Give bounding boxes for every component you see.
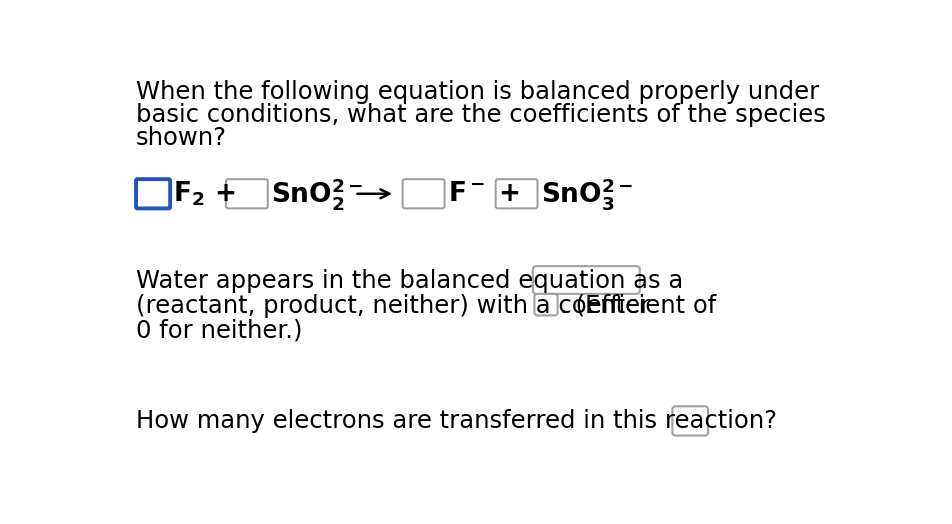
- Text: When the following equation is balanced properly under: When the following equation is balanced …: [136, 80, 820, 104]
- FancyBboxPatch shape: [534, 294, 558, 315]
- FancyBboxPatch shape: [672, 406, 708, 435]
- Text: (reactant, product, neither) with a coefficient of: (reactant, product, neither) with a coef…: [136, 294, 716, 318]
- Text: $\mathbf{F^-}$ +: $\mathbf{F^-}$ +: [447, 181, 520, 207]
- Text: $\mathbf{SnO_3^{2-}}$: $\mathbf{SnO_3^{2-}}$: [541, 176, 633, 212]
- Text: $\mathbf{SnO_2^{2-}}$: $\mathbf{SnO_2^{2-}}$: [271, 176, 364, 212]
- FancyBboxPatch shape: [496, 179, 538, 209]
- FancyBboxPatch shape: [533, 266, 640, 294]
- FancyBboxPatch shape: [226, 179, 268, 209]
- Text: Water appears in the balanced equation as a: Water appears in the balanced equation a…: [136, 269, 684, 293]
- Text: How many electrons are transferred in this reaction?: How many electrons are transferred in th…: [136, 409, 777, 433]
- FancyBboxPatch shape: [136, 179, 170, 209]
- Text: $\mathbf{F_2}$ +: $\mathbf{F_2}$ +: [173, 180, 235, 208]
- Text: 0 for neither.): 0 for neither.): [136, 319, 303, 343]
- FancyBboxPatch shape: [403, 179, 445, 209]
- Text: basic conditions, what are the coefficients of the species: basic conditions, what are the coefficie…: [136, 103, 826, 127]
- Text: . (Enter: . (Enter: [560, 294, 650, 318]
- Text: shown?: shown?: [136, 126, 227, 150]
